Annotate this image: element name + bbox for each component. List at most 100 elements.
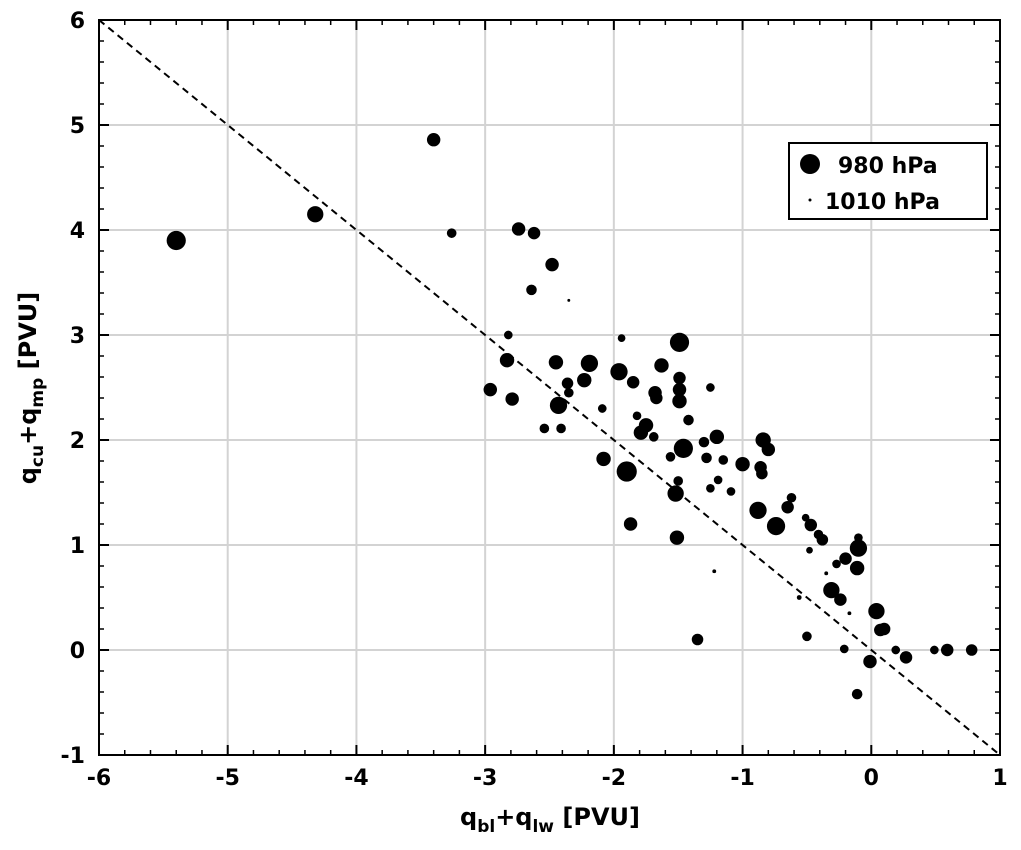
data-point — [706, 483, 715, 493]
x-tick-label: -5 — [215, 766, 239, 791]
data-point — [632, 411, 642, 421]
data-point — [526, 284, 537, 296]
data-point — [823, 581, 840, 599]
data-point — [665, 452, 676, 462]
data-point — [802, 631, 812, 642]
x-tick-label: 1 — [992, 766, 1007, 791]
x-axis-label: qbl+qlw [PVU] — [460, 803, 640, 837]
data-point — [849, 539, 868, 557]
legend: 980 hPa 1010 hPa — [788, 142, 988, 220]
data-point — [863, 654, 877, 669]
data-point — [545, 257, 559, 272]
data-point — [766, 516, 786, 536]
data-point — [673, 438, 693, 458]
y-tick-label: 0 — [70, 639, 85, 664]
data-point — [527, 226, 541, 240]
data-point — [701, 452, 712, 464]
data-point — [638, 418, 654, 433]
data-point — [796, 595, 802, 600]
y-label-unit: [PVU] — [14, 292, 42, 378]
data-point — [648, 432, 659, 442]
data-point — [616, 461, 637, 482]
data-point — [596, 451, 611, 467]
data-point — [667, 485, 684, 502]
plot-frame — [98, 19, 1001, 756]
data-point — [511, 222, 526, 236]
data-point — [839, 644, 849, 654]
data-point — [672, 382, 687, 397]
data-point — [446, 228, 457, 238]
data-point — [891, 645, 901, 655]
data-point — [673, 476, 684, 486]
data-point — [654, 358, 669, 373]
data-point — [577, 372, 592, 388]
x-tick-label: -4 — [344, 766, 368, 791]
data-point — [610, 363, 628, 381]
x-tick-label: -2 — [602, 766, 626, 791]
data-point — [806, 546, 813, 554]
y-tick-label: 3 — [70, 324, 85, 349]
data-point — [556, 423, 566, 434]
data-point — [499, 353, 515, 368]
data-point — [781, 500, 794, 514]
x-tick-label: 0 — [864, 766, 879, 791]
data-point — [839, 552, 852, 565]
data-point — [877, 622, 891, 636]
x-tick-label: -1 — [730, 766, 754, 791]
y-tick-label: 6 — [70, 9, 85, 34]
data-point — [816, 533, 829, 546]
data-point — [713, 475, 723, 485]
data-point — [849, 560, 865, 576]
data-point — [847, 611, 852, 616]
legend-label-980: 980 hPa — [838, 154, 938, 179]
data-point — [706, 383, 715, 392]
x-tick-labels: -6 -5 -4 -3 -2 -1 0 1 — [87, 766, 1008, 791]
one-to-one-dashed-line — [98, 19, 1001, 756]
data-point — [549, 396, 568, 414]
legend-marker-1010 — [808, 198, 812, 202]
data-point — [868, 602, 885, 620]
data-point — [617, 334, 626, 342]
y-tick-label: 1 — [70, 534, 85, 559]
data-point — [669, 530, 685, 545]
data-point — [761, 442, 776, 457]
data-point — [718, 455, 729, 465]
data-points — [166, 132, 978, 700]
y-label-sub1: cu — [28, 445, 48, 467]
data-point — [307, 206, 324, 223]
data-point — [930, 645, 939, 655]
y-tick-label: 5 — [70, 114, 85, 139]
data-point — [801, 513, 810, 522]
x-label-plus: + — [495, 803, 515, 831]
data-point — [597, 404, 607, 413]
x-label-sub2: lw — [532, 817, 554, 837]
data-point — [580, 354, 599, 372]
data-point — [712, 569, 717, 574]
data-point — [483, 382, 498, 397]
y-tick-label: 2 — [70, 429, 85, 454]
data-point — [726, 487, 736, 496]
legend-label-1010: 1010 hPa — [825, 190, 940, 215]
data-point — [834, 593, 847, 606]
data-point — [503, 330, 513, 340]
ticks — [98, 19, 1001, 756]
data-point — [965, 644, 978, 656]
data-point — [683, 414, 694, 426]
data-point — [672, 393, 687, 409]
data-point — [505, 392, 519, 406]
data-point — [426, 132, 441, 147]
y-label-sub2: mp — [28, 378, 48, 408]
x-tick-label: -3 — [473, 766, 497, 791]
data-point — [824, 571, 829, 576]
y-label-base2: q — [14, 408, 42, 425]
data-point — [650, 391, 663, 405]
data-point — [669, 332, 690, 352]
data-point — [691, 633, 704, 646]
data-point — [786, 492, 797, 503]
data-point — [749, 501, 767, 519]
data-point — [567, 298, 571, 302]
data-point — [709, 429, 725, 445]
y-tick-label: 4 — [70, 219, 85, 244]
data-point — [899, 651, 913, 664]
